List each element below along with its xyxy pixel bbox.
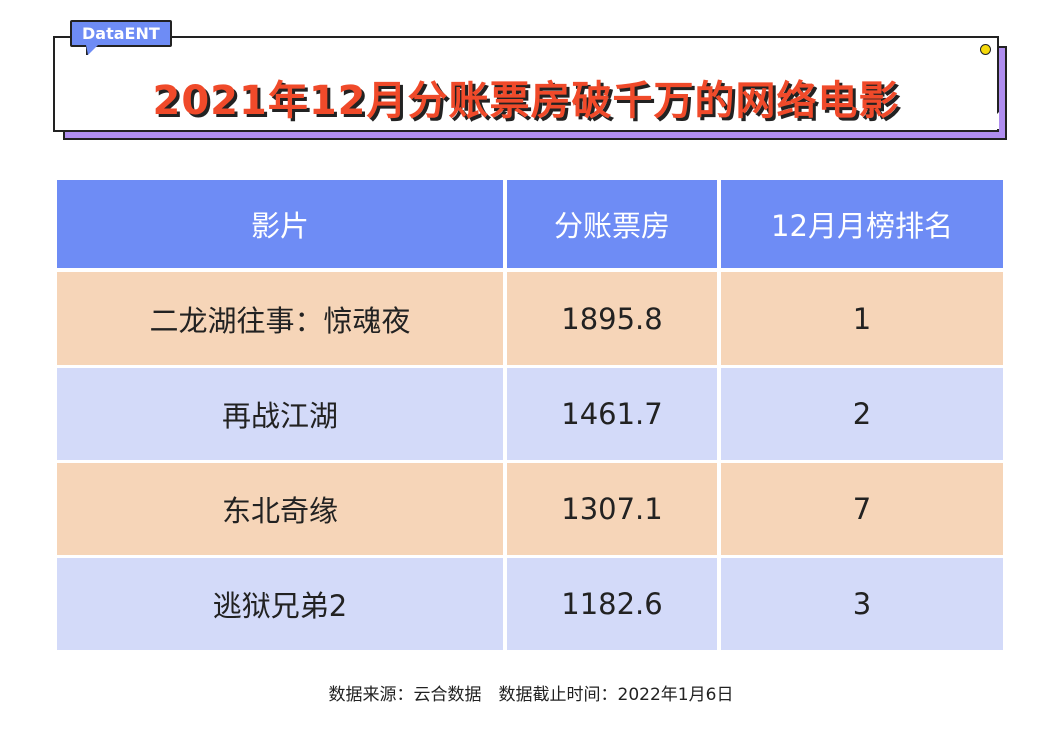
brand-badge: DataENT xyxy=(70,20,172,55)
table-cell: 2 xyxy=(721,368,1003,460)
table-cell: 逃狱兄弟2 xyxy=(57,558,503,650)
table-cell: 1182.6 xyxy=(507,558,717,650)
table-cell: 1307.1 xyxy=(507,463,717,555)
table-cell: 3 xyxy=(721,558,1003,650)
table-header-cell: 12月月榜排名 xyxy=(721,180,1003,268)
table-cell: 1461.7 xyxy=(507,368,717,460)
source-footer: 数据来源：云合数据 数据截止时间：2022年1月6日 xyxy=(328,685,734,705)
dot-decoration xyxy=(980,44,991,55)
page-title: 2021年12月分账票房破千万的网络电影 xyxy=(152,78,900,124)
table-cell: 二龙湖往事：惊魂夜 xyxy=(57,272,503,365)
page-fold-corner xyxy=(982,112,999,129)
table-cell: 7 xyxy=(721,463,1003,555)
table-cell: 东北奇缘 xyxy=(57,463,503,555)
table-cell: 再战江湖 xyxy=(57,368,503,460)
table-cell: 1 xyxy=(721,272,1003,365)
table-header-cell: 影片 xyxy=(57,180,503,268)
title-box: 2021年12月分账票房破千万的网络电影 xyxy=(53,36,999,132)
table-header-cell: 分账票房 xyxy=(507,180,717,268)
table-cell: 1895.8 xyxy=(507,272,717,365)
